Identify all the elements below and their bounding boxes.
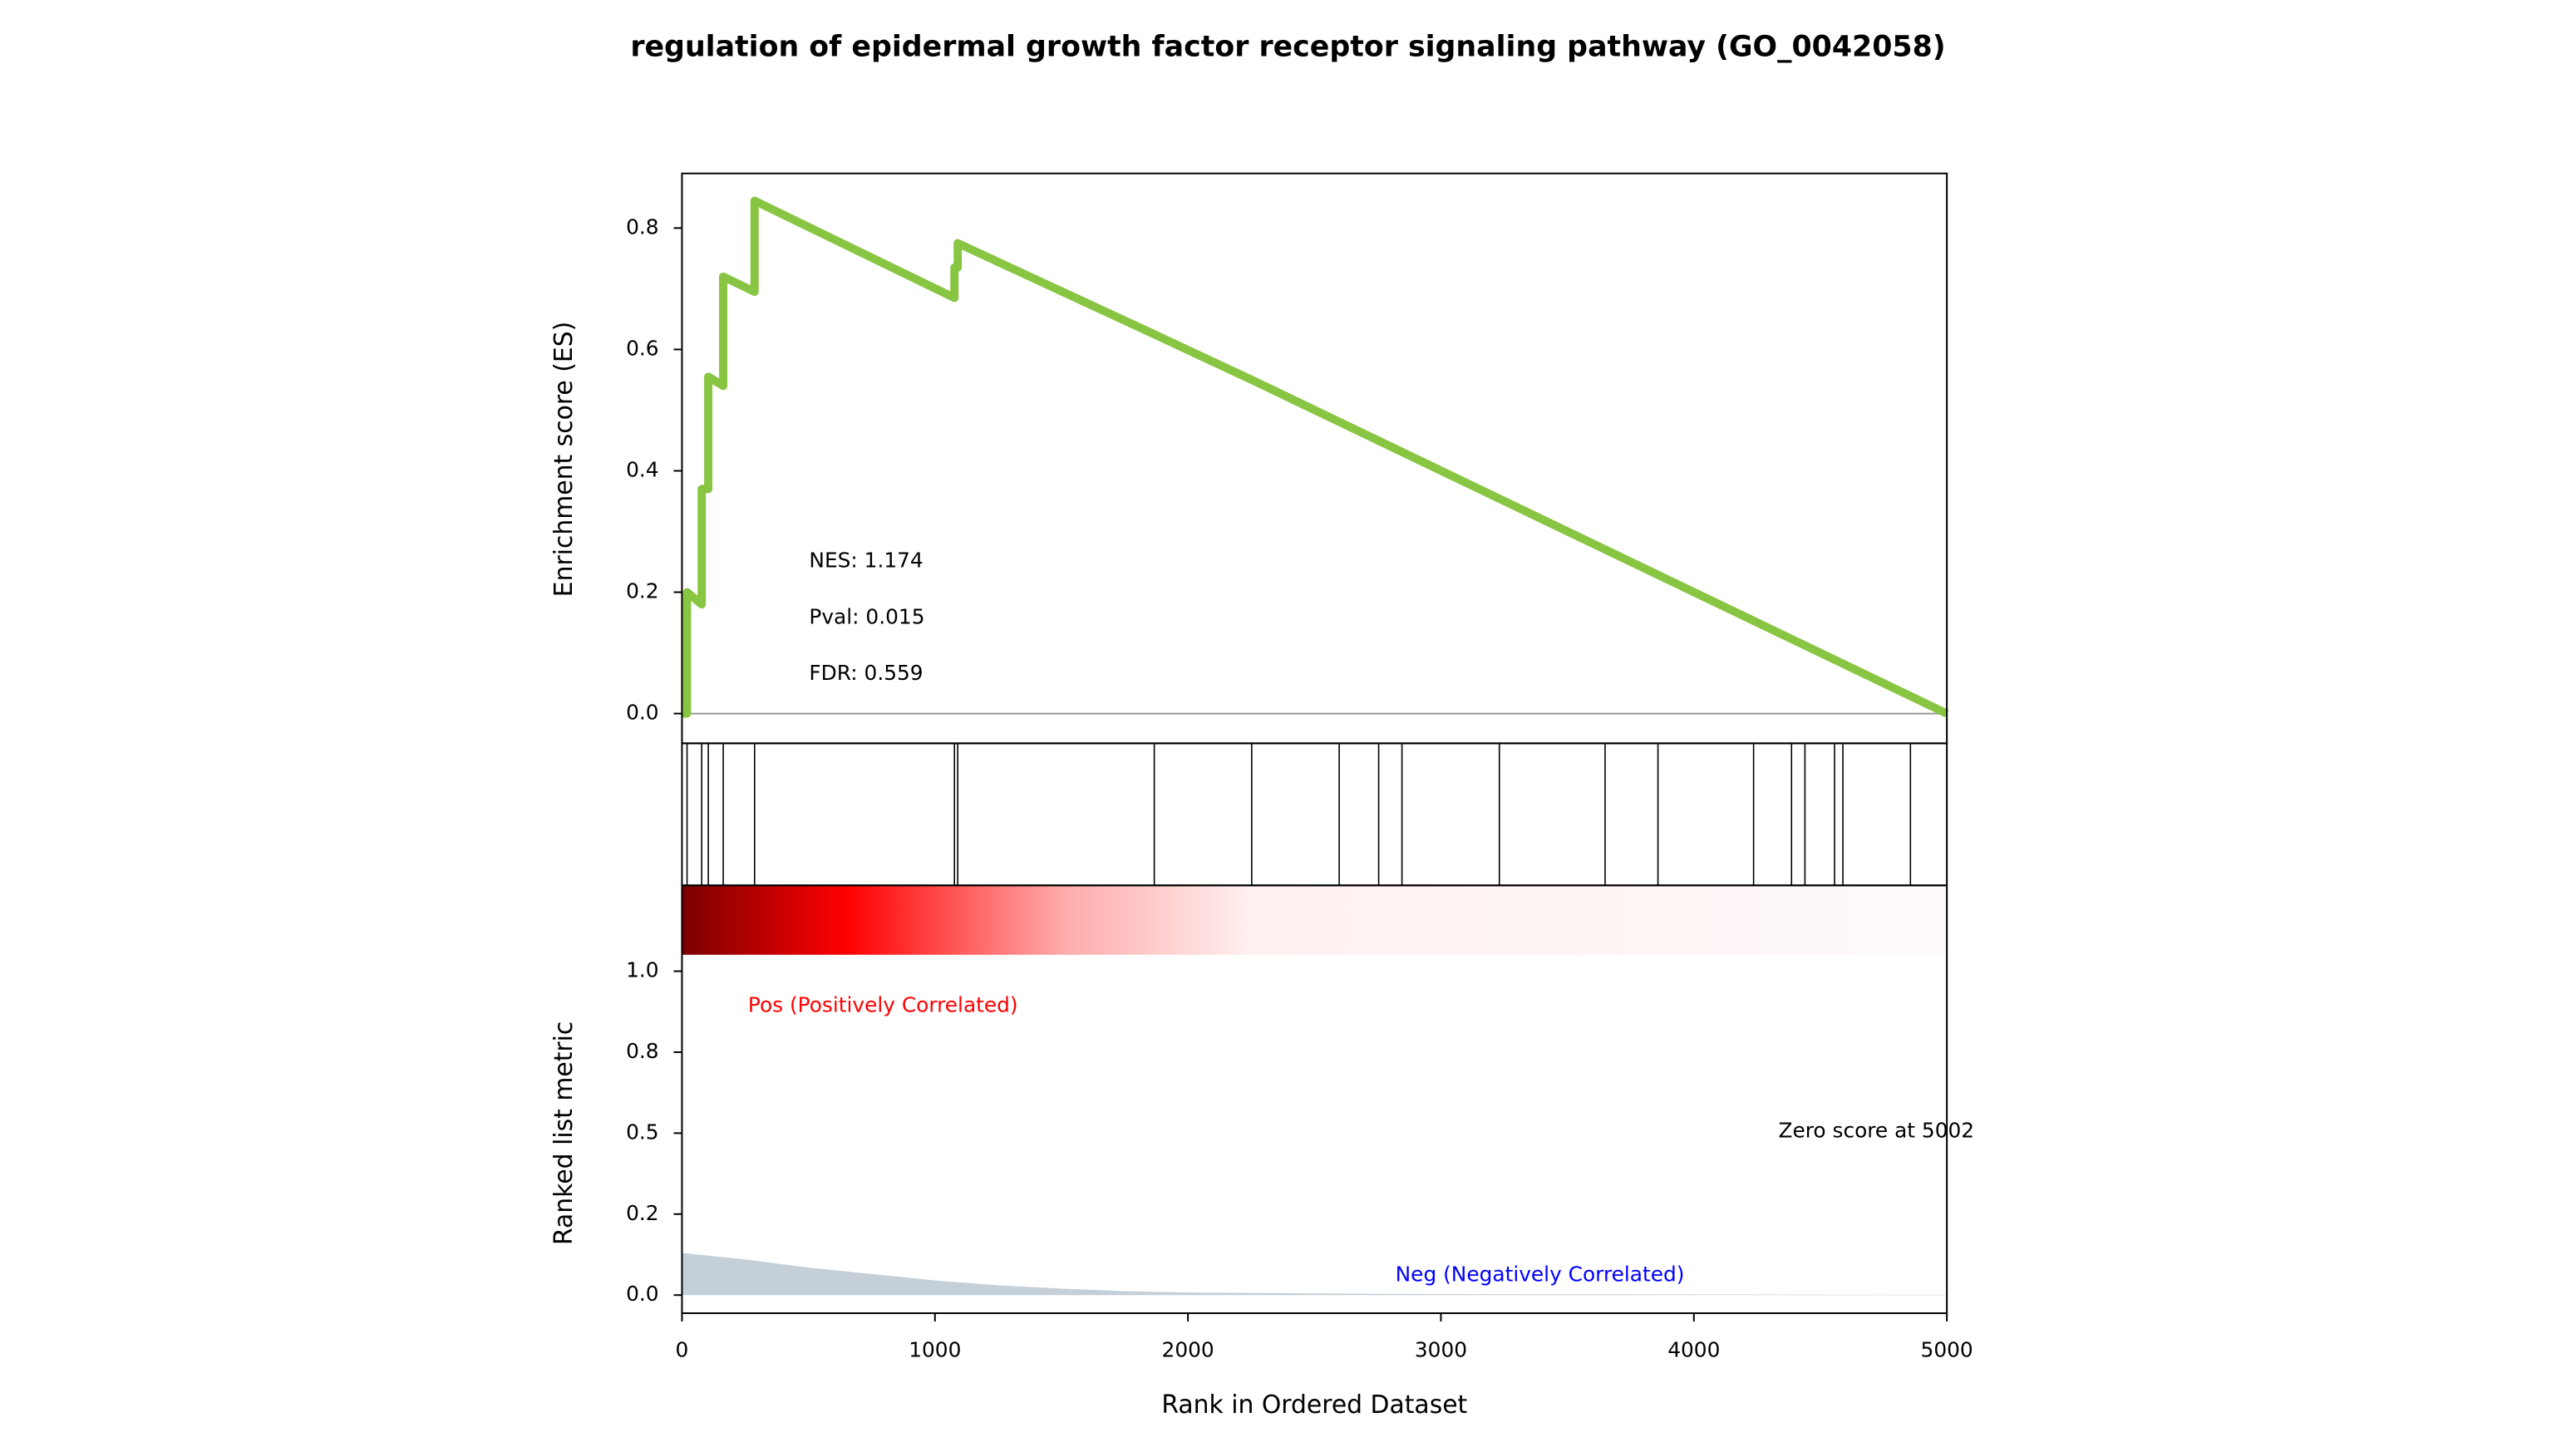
axes-frame [681, 884, 1948, 1315]
es-line [682, 196, 1949, 718]
x-tick-label: 1000 [909, 1338, 961, 1362]
axes-frame [681, 742, 1948, 887]
zero-label: Zero score at 5002 [1779, 1118, 1975, 1142]
x-tick-label: 3000 [1415, 1338, 1467, 1362]
neg-label: Neg (Negatively Correlated) [1396, 1262, 1685, 1286]
y-axis-label: Ranked list metric [549, 1021, 579, 1245]
y-tick-label: 0.2 [626, 1201, 658, 1225]
x-tick-label: 4000 [1667, 1338, 1720, 1362]
heatmap [682, 885, 1948, 955]
x-tick-label: 5000 [1921, 1338, 1973, 1362]
ranked-area [682, 1253, 1948, 1296]
annotation: Pval: 0.015 [809, 604, 924, 628]
y-axis-label: Enrichment score (ES) [549, 322, 579, 598]
y-tick-label: 1.0 [626, 958, 658, 982]
annotation: NES: 1.174 [809, 549, 923, 573]
x-tick-label: 2000 [1162, 1338, 1214, 1362]
x-axis-label: Rank in Ordered Dataset [1161, 1390, 1467, 1420]
pos-label: Pos (Positively Correlated) [748, 992, 1018, 1016]
y-tick-label: 0.6 [626, 336, 658, 360]
y-tick-label: 0.0 [626, 701, 658, 725]
y-tick-label: 0.8 [626, 214, 658, 239]
y-tick-label: 0.2 [626, 579, 658, 603]
y-tick-label: 0.8 [626, 1039, 658, 1063]
chart-title: regulation of epidermal growth factor re… [630, 31, 1945, 64]
y-tick-label: 0.0 [626, 1282, 658, 1306]
x-tick-label: 0 [676, 1338, 689, 1362]
y-tick-label: 0.5 [626, 1120, 658, 1144]
y-tick-label: 0.4 [626, 457, 658, 481]
annotation: FDR: 0.559 [809, 661, 923, 685]
